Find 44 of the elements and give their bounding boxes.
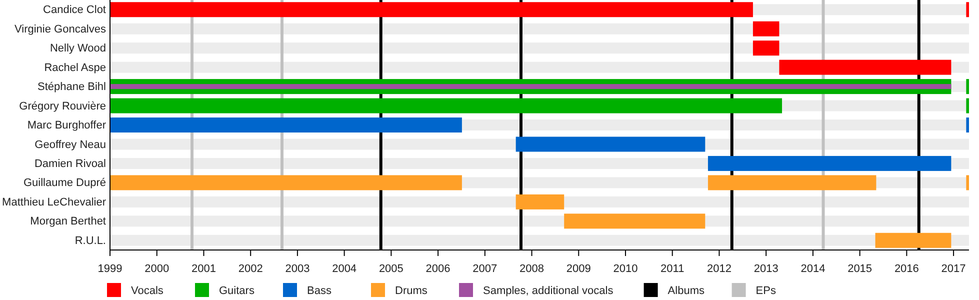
x-tick-label: 2017 [941,263,966,276]
y-tick-label: Marc Burghoffer [27,120,106,132]
x-tick-label: 1999 [98,263,122,276]
bar [966,175,969,190]
y-tick-label: Virginie Goncalves [14,23,106,36]
x-tick-label: 2015 [848,263,872,276]
y-tick-label: Damien Rivoal [34,158,106,170]
x-tick-label: 2010 [613,263,638,276]
x-tick-label: 2006 [426,263,450,276]
legend-label: EPs [756,285,776,297]
bar [966,79,969,94]
y-tick-label: Nelly Wood [50,42,106,55]
y-tick-label: Morgan Berthet [30,216,106,228]
x-tick-label: 2003 [285,263,310,276]
bar [966,98,969,114]
x-tick-label: 2000 [144,263,170,276]
bar [966,2,969,18]
x-tick-label: 2012 [706,263,732,276]
legend-label: Bass [307,285,332,297]
y-tick-label: Matthieu LeChevalier [2,196,106,208]
y-tick-label: Candice Clot [43,4,106,16]
x-tick-label: 2002 [238,263,263,276]
legend-label: Guitars [219,285,255,297]
legend-label: Drums [395,285,428,297]
bar [110,84,952,90]
x-tick-label: 2011 [660,263,684,276]
x-tick-label: 2001 [191,263,216,276]
y-tick-label: Stéphane Bihl [38,81,106,94]
legend-label: Albums [668,285,705,297]
legend-label: Vocals [131,285,164,297]
y-tick-label: Geoffrey Neau [34,138,106,151]
y-tick-label: R.U.L. [74,234,106,247]
y-tick-label: Rachel Aspe [44,62,106,74]
x-tick-label: 2009 [566,263,591,276]
x-tick-label: 2005 [378,263,404,276]
x-tick-label: 2007 [472,263,498,276]
x-tick-label: 2016 [894,263,919,276]
x-tick-label: 2004 [332,263,357,276]
y-tick-label: Guillaume Dupré [23,177,106,190]
x-tick-label: 2014 [800,263,826,276]
y-tick-label: Grégory Rouvière [19,100,106,112]
legend-label: Samples, additional vocals [483,285,614,297]
x-tick-label: 2008 [520,263,544,276]
x-tick-label: 2013 [754,263,778,276]
